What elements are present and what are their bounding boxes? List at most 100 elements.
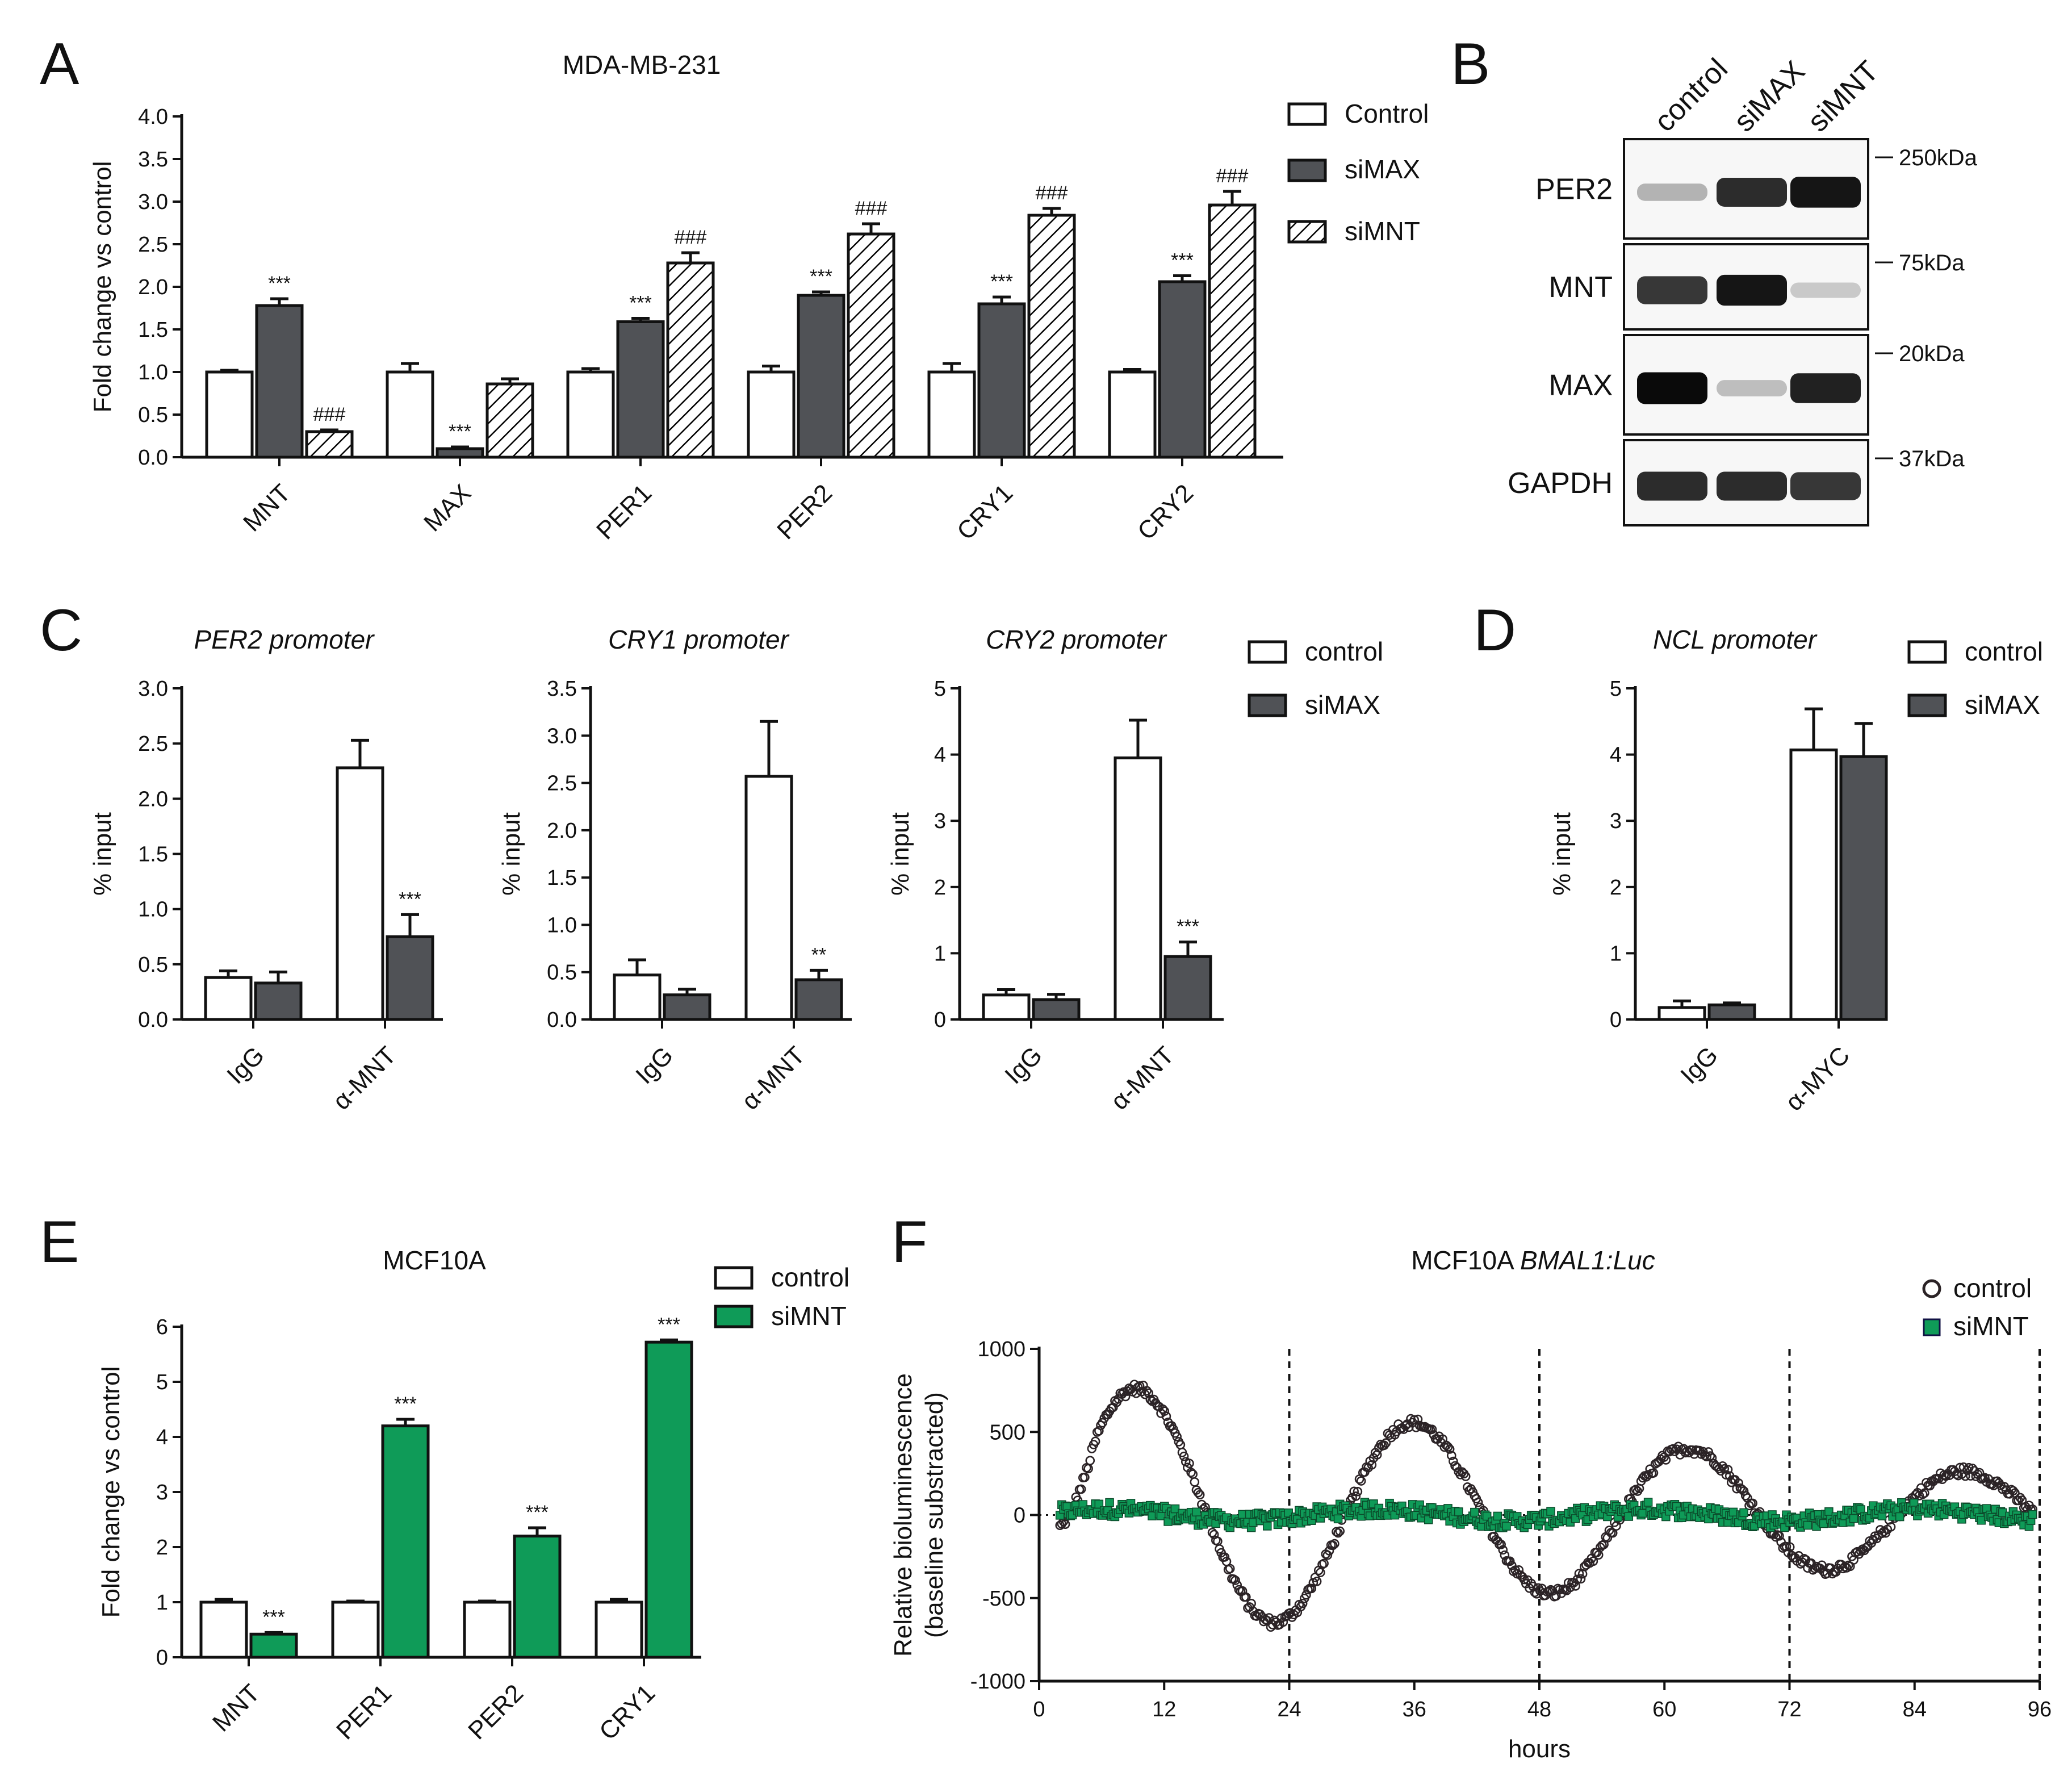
y-tick-label: 0.0 — [138, 446, 168, 470]
panel-label-a: A — [40, 31, 79, 97]
legend-label-simnt: siMNT — [771, 1301, 847, 1331]
bar-simnt-mnt — [305, 430, 354, 459]
significance-mark: *** — [526, 1502, 549, 1523]
y-tick-label: 5 — [1610, 677, 1622, 701]
bar-simnt-per2 — [513, 1535, 562, 1659]
lane-label-simax: siMAX — [1727, 55, 1811, 138]
data-point-control — [1312, 1577, 1322, 1586]
data-point-control — [1661, 1455, 1671, 1465]
band-mnt-simnt — [1790, 282, 1861, 298]
data-point-control — [1571, 1581, 1580, 1591]
y-tick-label: 0.5 — [138, 953, 168, 977]
series-control — [1055, 1380, 2038, 1632]
bar-simax-igg — [254, 981, 303, 1021]
data-point-control — [1439, 1442, 1450, 1452]
significance-mark: ### — [313, 404, 346, 425]
data-point-control — [1335, 1526, 1345, 1536]
data-point-control — [1316, 1568, 1325, 1577]
bar-control-per2 — [463, 1600, 512, 1659]
bar-control-igg — [982, 993, 1031, 1021]
y-tick-label: 2.5 — [547, 772, 577, 796]
x-tick-label: 0 — [1033, 1698, 1045, 1721]
data-point-control — [1723, 1465, 1733, 1474]
data-point-control — [1498, 1545, 1508, 1555]
band-gapdh-control — [1637, 471, 1707, 501]
y-tick-label: 0.5 — [138, 403, 168, 427]
y-tick-label: 1.5 — [547, 866, 577, 890]
x-tick-label: α-MNT — [328, 1041, 401, 1115]
data-point-simnt — [1094, 1499, 1104, 1509]
data-point-control — [1220, 1552, 1230, 1562]
x-tick-label: PER2 — [463, 1679, 529, 1745]
chart-e-mcf10a: MCF10A 0 1 2 3 4 5 6 Fold change vs control *** MN… — [97, 1246, 701, 1746]
bar-control-cry2 — [1108, 370, 1157, 459]
ladder-label-250kda: 250kDa — [1899, 145, 1978, 170]
y-axis-label: % input — [89, 812, 116, 896]
protein-label-max: MAX — [1548, 369, 1613, 402]
bar-simax-mnt — [1163, 955, 1212, 1021]
series-simnt — [1055, 1498, 2037, 1532]
data-point-simnt — [1454, 1507, 1463, 1516]
bar-simax-cry2 — [1158, 280, 1207, 459]
data-point-control — [1098, 1418, 1107, 1428]
y-tick-label: 0.0 — [138, 1008, 168, 1032]
data-point-control — [1785, 1542, 1795, 1552]
x-tick-label: IgG — [630, 1041, 679, 1089]
y-axis-label: % input — [497, 812, 525, 896]
data-point-control — [1351, 1491, 1361, 1501]
x-tick-label: IgG — [1675, 1041, 1723, 1089]
significance-mark: *** — [629, 292, 652, 314]
legend-swatch-simax — [1287, 158, 1327, 182]
panel-label-e: E — [40, 1209, 79, 1275]
y-tick-label: 1.0 — [138, 361, 168, 385]
bar-control-cry1 — [927, 370, 976, 459]
bar-simax-cry1 — [977, 302, 1026, 459]
legend-swatch-control — [1287, 102, 1327, 126]
data-point-control — [1328, 1540, 1338, 1550]
y-tick-label: 2.5 — [138, 732, 168, 756]
x-axis-label: hours — [1508, 1735, 1571, 1763]
x-tick-label: 36 — [1403, 1698, 1426, 1721]
legend-label-simax: siMAX — [1305, 690, 1380, 720]
y-tick-label: 0 — [1610, 1008, 1622, 1032]
legend-swatch-control — [714, 1266, 754, 1290]
legend-marker-simnt — [1923, 1318, 1941, 1336]
data-point-control — [1230, 1575, 1240, 1585]
data-point-control — [1740, 1491, 1751, 1501]
data-point-control — [1918, 1489, 1928, 1499]
y-tick-label: 5 — [934, 677, 946, 701]
band-gapdh-simax — [1717, 471, 1787, 501]
y-tick-label: 4 — [156, 1426, 168, 1449]
bar-simnt-max — [485, 382, 534, 459]
legend-e: control siMNT — [714, 1263, 849, 1331]
significance-mark: *** — [399, 888, 421, 910]
chart-title: NCL promoter — [1653, 625, 1818, 654]
bar-control-mnt — [1114, 756, 1162, 1021]
legend-f: control siMNT — [1922, 1273, 2032, 1341]
bar-simnt-cry2 — [1208, 203, 1257, 459]
bar-control-per2 — [747, 370, 796, 459]
y-tick-label: 2.5 — [138, 233, 168, 257]
bar-control-per1 — [566, 370, 615, 459]
bar-control-igg — [613, 973, 662, 1021]
significance-mark: *** — [658, 1314, 680, 1335]
band-max-control — [1637, 372, 1707, 404]
legend-swatch-simax — [1907, 693, 1947, 717]
chart-title: PER2 promoter — [194, 625, 375, 654]
significance-mark: *** — [262, 1606, 285, 1628]
y-tick-label: 0.0 — [547, 1008, 577, 1032]
bar-simax-igg — [1707, 1003, 1756, 1021]
y-tick-label: 1.0 — [138, 898, 168, 922]
data-point-control — [1200, 1502, 1210, 1512]
bar-simax-myc — [1839, 755, 1888, 1021]
lane-label-simnt: siMNT — [1801, 55, 1885, 138]
data-point-control — [1241, 1592, 1251, 1602]
y-tick-label: -1000 — [970, 1670, 1025, 1694]
ladder-label-37kda: 37kDa — [1899, 446, 1965, 471]
data-point-simnt — [1263, 1522, 1272, 1531]
data-point-control — [1142, 1386, 1152, 1395]
data-point-control — [1381, 1438, 1391, 1448]
bar-simnt-cry1 — [644, 1340, 693, 1659]
legend-c: control siMAX — [1248, 637, 1383, 720]
panel-label-b: B — [1451, 31, 1490, 97]
